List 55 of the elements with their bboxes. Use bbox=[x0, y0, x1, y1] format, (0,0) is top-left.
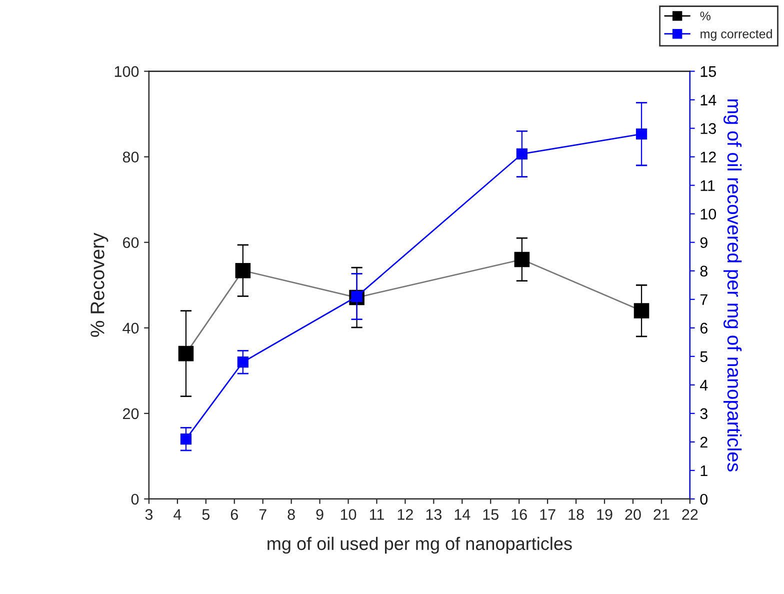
y-axis-title: % Recovery bbox=[90, 232, 108, 337]
y2-tick-label: 9 bbox=[700, 237, 708, 248]
y-tick-label: 60 bbox=[123, 237, 139, 248]
y2-tick-label: 4 bbox=[700, 380, 708, 390]
y2-tick-label: 11 bbox=[700, 180, 715, 191]
x-tick-label: 15 bbox=[483, 509, 498, 520]
point bbox=[235, 262, 251, 278]
x-axis-title: mg of oil used per mg of nanoparticles bbox=[268, 536, 572, 554]
legend-label: % bbox=[700, 12, 710, 20]
x-tick-label: 3 bbox=[145, 509, 153, 520]
y-tick-label: 0 bbox=[131, 494, 139, 505]
x-tick-label: 9 bbox=[316, 509, 324, 520]
y2-tick-label: 7 bbox=[700, 294, 708, 305]
x-tick-label: 21 bbox=[654, 509, 670, 520]
y2-tick-label: 0 bbox=[700, 494, 708, 505]
y2-tick-label: 5 bbox=[700, 351, 708, 362]
x-tick-label: 20 bbox=[625, 509, 641, 520]
point bbox=[516, 148, 528, 160]
y-tick-label: 40 bbox=[122, 322, 139, 334]
x-tick-label: 13 bbox=[426, 509, 442, 520]
point bbox=[514, 252, 530, 268]
x-tick-label: 11 bbox=[370, 509, 384, 520]
y2-tick-label: 6 bbox=[700, 322, 708, 334]
y2-tick-label: 1 bbox=[700, 465, 708, 476]
y2-tick-label: 8 bbox=[700, 266, 708, 277]
x-tick-label: 4 bbox=[174, 509, 182, 520]
x-tick-label: 6 bbox=[230, 509, 238, 520]
x-tick-label: 7 bbox=[259, 509, 266, 520]
x-tick-label: 12 bbox=[398, 509, 413, 520]
y-tick-label: 80 bbox=[122, 152, 139, 162]
legend-label: mg corrected bbox=[700, 29, 772, 41]
x-tick-label: 14 bbox=[454, 509, 470, 520]
point bbox=[237, 356, 248, 368]
x-tick-label: 8 bbox=[288, 509, 295, 520]
y2-tick-label: 13 bbox=[700, 123, 716, 134]
point bbox=[636, 128, 648, 140]
y-tick-label: 100 bbox=[114, 66, 139, 77]
y2-tick-label: 2 bbox=[700, 436, 708, 448]
x-tick-label: 16 bbox=[512, 509, 527, 520]
y2-tick-label: 14 bbox=[700, 94, 716, 106]
y2-tick-label: 15 bbox=[700, 66, 716, 77]
point bbox=[180, 434, 192, 445]
x-tick-label: 19 bbox=[597, 509, 612, 520]
x-tick-label: 18 bbox=[568, 509, 584, 520]
y2-tick-label: 12 bbox=[700, 152, 716, 162]
y2-tick-label: 10 bbox=[700, 208, 716, 220]
y2-axis-title: mg of oil recovered per mg of nanoparticles bbox=[724, 99, 742, 472]
point bbox=[634, 303, 650, 318]
x-tick-label: 5 bbox=[202, 509, 210, 520]
y-tick-label: 20 bbox=[123, 408, 139, 420]
x-tick-label: 17 bbox=[540, 509, 556, 520]
x-tick-label: 22 bbox=[682, 509, 698, 520]
y2-tick-label: 3 bbox=[700, 408, 708, 420]
x-tick-label: 10 bbox=[340, 509, 356, 520]
point bbox=[178, 346, 194, 362]
